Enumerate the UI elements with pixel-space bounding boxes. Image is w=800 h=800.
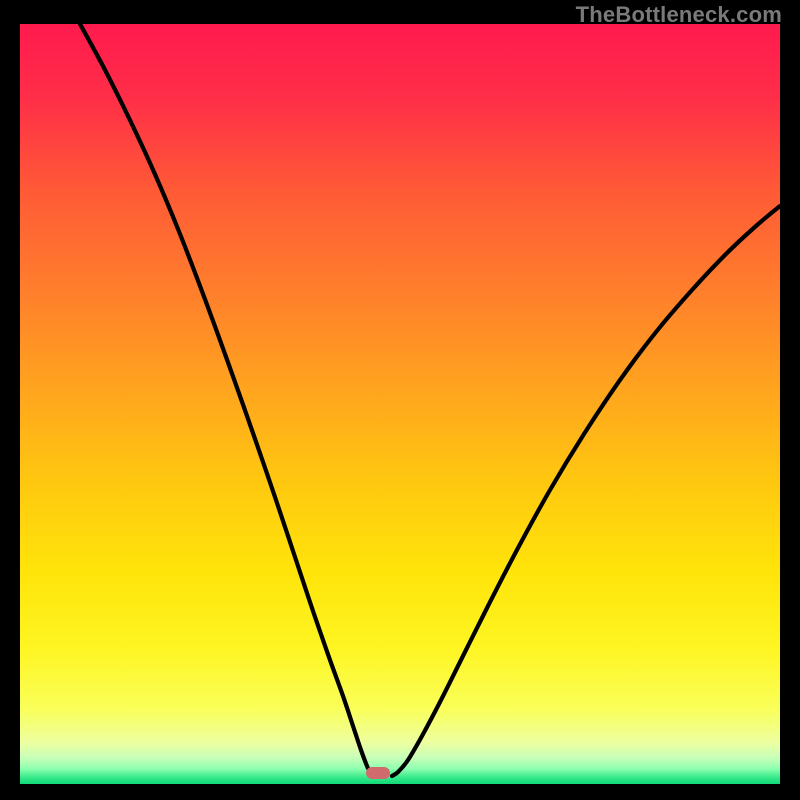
curve-left-branch [80, 24, 374, 776]
plot-area [20, 24, 780, 784]
chart-frame: TheBottleneck.com [0, 0, 800, 800]
optimal-point-marker [366, 767, 390, 779]
curve-right-branch [392, 206, 780, 776]
bottleneck-curve [20, 24, 780, 784]
